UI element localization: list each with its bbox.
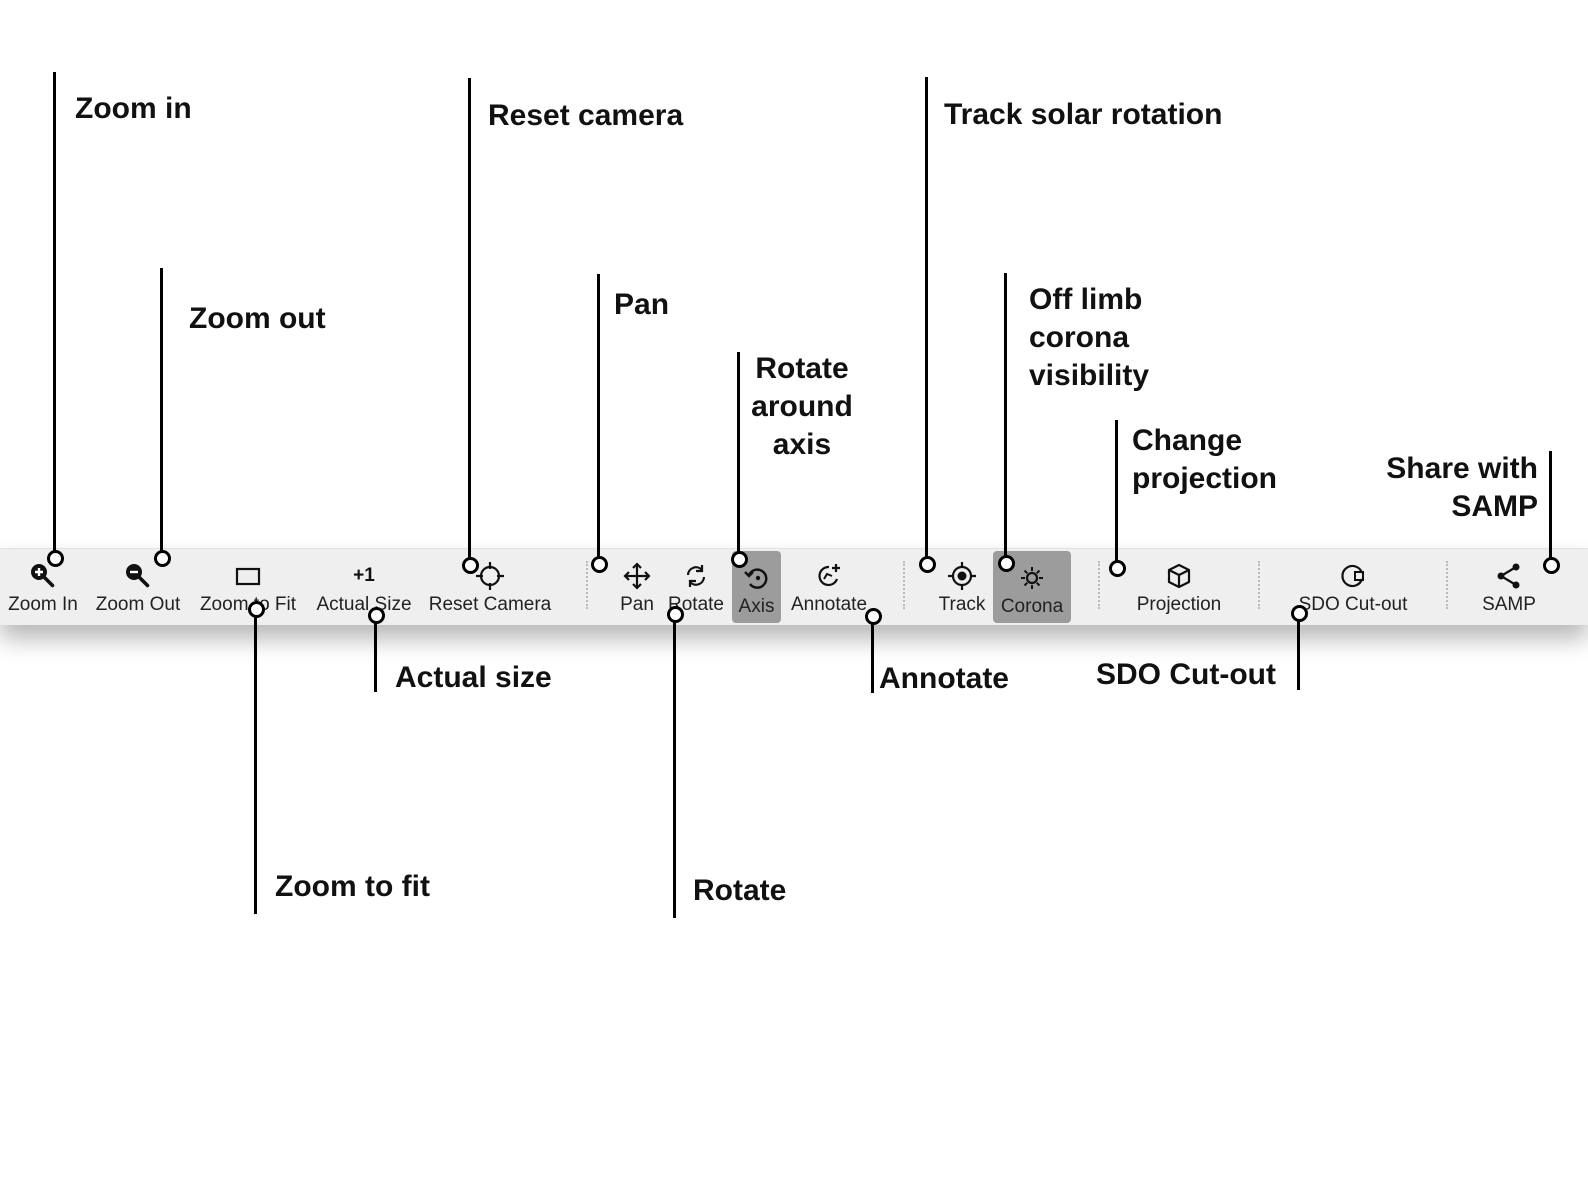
callout-annotate: Annotate <box>879 662 1009 695</box>
sdo-cutout-label: SDO Cut-out <box>1298 594 1408 615</box>
callout-anchor-projection <box>1109 560 1126 577</box>
callout-track: Track solar rotation <box>944 98 1223 131</box>
callout-corona-line-3: visibility <box>1029 359 1150 392</box>
zoom-out-icon <box>123 561 153 591</box>
actual-size-button[interactable]: +1 Actual Size <box>310 549 418 625</box>
toolbar: Zoom In Zoom Out Zoom to Fit +1 Actual S… <box>0 548 1588 625</box>
callout-line-sdo-cutout <box>1297 616 1300 690</box>
callout-line-projection <box>1115 420 1118 562</box>
rotate-arrows-icon <box>681 561 711 591</box>
track-label: Track <box>938 594 986 615</box>
callout-line-rotate-axis <box>737 352 740 552</box>
callout-line-samp <box>1549 451 1552 561</box>
pan-button[interactable]: Pan <box>614 549 660 625</box>
callout-line-pan <box>597 274 600 558</box>
projection-label: Projection <box>1136 594 1222 615</box>
callout-projection-line-2: projection <box>1132 462 1278 495</box>
callout-anchor-track <box>919 556 936 573</box>
plus-one-glyph: +1 <box>353 565 375 586</box>
sun-icon <box>1017 563 1047 593</box>
callout-projection: Change projection <box>1132 422 1277 498</box>
plus-one-icon: +1 <box>353 561 375 591</box>
projection-button[interactable]: Projection <box>1128 549 1230 625</box>
axis-label: Axis <box>738 596 775 617</box>
callout-line-zoom-out <box>160 268 163 552</box>
toolbar-separator <box>1446 561 1448 609</box>
target-icon <box>947 561 977 591</box>
callout-reset-camera: Reset camera <box>488 99 684 132</box>
callout-rotate-axis-line-1: Rotate <box>755 352 849 385</box>
callout-line-zoom-in <box>53 72 56 552</box>
cube-icon <box>1164 561 1194 591</box>
callout-anchor-corona <box>998 555 1015 572</box>
callout-line-rotate <box>673 617 676 918</box>
callout-corona-line-2: corona <box>1029 321 1130 354</box>
samp-button[interactable]: SAMP <box>1476 549 1542 625</box>
crosshair-icon <box>475 561 505 591</box>
zoom-to-fit-label: Zoom to Fit <box>199 594 297 615</box>
callout-zoom-fit: Zoom to fit <box>275 870 430 903</box>
callout-anchor-annotate <box>865 608 882 625</box>
callout-actual-size: Actual size <box>395 661 552 694</box>
zoom-to-fit-button[interactable]: Zoom to Fit <box>194 549 302 625</box>
callout-line-annotate <box>871 619 874 693</box>
callout-anchor-rotate <box>667 606 684 623</box>
rectangle-icon <box>233 561 263 591</box>
callout-samp: Share with SAMP <box>1340 450 1538 526</box>
toolbar-separator <box>1258 561 1260 609</box>
callout-rotate-axis-line-2: around <box>751 390 853 423</box>
callout-pan: Pan <box>614 288 670 321</box>
move-arrows-icon <box>622 561 652 591</box>
callout-line-reset-camera <box>468 78 471 558</box>
zoom-in-button[interactable]: Zoom In <box>4 549 82 625</box>
actual-size-label: Actual Size <box>316 594 412 615</box>
callout-anchor-pan <box>591 556 608 573</box>
callout-samp-line-2: SAMP <box>1451 490 1538 523</box>
zoom-in-label: Zoom In <box>8 594 78 615</box>
callout-corona-line-1: Off limb <box>1029 283 1143 316</box>
toolbar-separator <box>586 561 588 609</box>
callout-zoom-in: Zoom in <box>75 92 192 125</box>
callout-rotate: Rotate <box>693 874 787 907</box>
toolbar-separator <box>903 561 905 609</box>
sdo-cutout-button[interactable]: SDO Cut-out <box>1288 549 1418 625</box>
zoom-out-button[interactable]: Zoom Out <box>90 549 186 625</box>
callout-anchor-actual-size <box>368 607 385 624</box>
annotate-label: Annotate <box>790 594 868 615</box>
callout-anchor-zoom-fit <box>248 601 265 618</box>
share-icon <box>1494 561 1524 591</box>
callout-line-zoom-fit <box>254 612 257 914</box>
callout-anchor-samp <box>1543 557 1560 574</box>
track-button[interactable]: Track <box>934 549 990 625</box>
callout-rotate-axis: Rotate around axis <box>742 350 862 464</box>
callout-samp-line-1: Share with <box>1386 452 1538 485</box>
annotate-icon <box>814 561 844 591</box>
callout-anchor-sdo-cutout <box>1291 605 1308 622</box>
cutout-icon <box>1338 561 1368 591</box>
zoom-out-label: Zoom Out <box>95 594 181 615</box>
callout-corona: Off limb corona visibility <box>1029 281 1149 395</box>
callout-anchor-zoom-out <box>154 550 171 567</box>
callout-anchor-reset-camera <box>462 557 479 574</box>
callout-projection-line-1: Change <box>1132 424 1243 457</box>
callout-anchor-zoom-in <box>47 550 64 567</box>
zoom-in-icon <box>28 561 58 591</box>
annotate-button[interactable]: Annotate <box>784 549 874 625</box>
corona-label: Corona <box>1000 596 1064 617</box>
reset-camera-label: Reset Camera <box>428 594 552 615</box>
pan-label: Pan <box>620 594 654 615</box>
callout-anchor-rotate-axis <box>731 551 748 568</box>
samp-label: SAMP <box>1482 594 1536 615</box>
callout-line-track <box>925 77 928 557</box>
reset-camera-button[interactable]: Reset Camera <box>424 549 556 625</box>
callout-zoom-out: Zoom out <box>189 302 326 335</box>
callout-line-corona <box>1004 273 1007 557</box>
toolbar-separator <box>1098 561 1100 609</box>
axis-rotate-icon <box>742 563 772 593</box>
callout-line-actual-size <box>374 618 377 692</box>
callout-sdo-cutout: SDO Cut-out <box>1096 658 1276 691</box>
callout-rotate-axis-line-3: axis <box>772 428 832 461</box>
